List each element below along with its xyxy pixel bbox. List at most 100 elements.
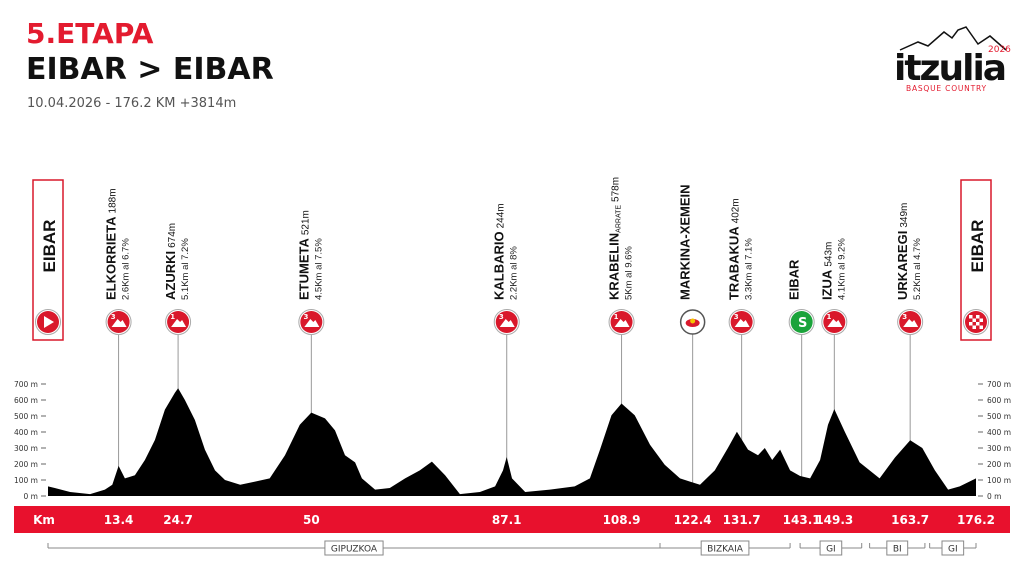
km-bar [14,506,1010,533]
icon-checker [979,325,983,329]
waypoint: EIBAR S [787,259,815,496]
elevation-profile [48,388,976,496]
y-tick-label: 0 m [24,492,38,501]
icon-mountain [734,319,750,327]
waypoint: KALBARIO 244m 2.2Km al 8% 3 [492,203,520,496]
km-label: 163.7 [891,513,929,527]
region-box [886,540,909,556]
climb-category: 3 [734,313,739,321]
logo: itzulia 2026 BASQUE COUNTRY [894,26,1011,93]
region-label: GI [826,545,836,555]
region: BIZKAIA [659,540,791,556]
waypoint-elevation: 578m [611,177,622,202]
region-box [700,540,750,556]
region: GI [799,540,863,556]
waypoint: IZUA 543m 4.1Km al 9.2% 1 [819,238,848,496]
waypoint-label: ETUMETA 521m [296,210,311,300]
waypoint-detail: 4.5Km al 7.5% [313,238,324,300]
waypoint-detail: 2.6Km al 6.7% [121,238,132,300]
y-tick-label: 0 m [987,492,1001,501]
y-tick-label: 300 m [987,444,1011,453]
waypoint: ELKORRIETA 188m 2.6Km al 6.7% 3 [104,188,132,496]
region-label: GI [948,545,958,555]
icon-mountain [903,319,919,327]
climb-category: 3 [303,313,308,321]
waypoint-label: KALBARIO 244m [492,203,507,300]
waypoint-elevation: 521m [300,210,311,235]
waypoint-name: AZURKI [163,251,178,300]
icon-checker [972,318,976,322]
icon [790,311,813,333]
region-box [324,540,384,556]
icon-checker [976,322,980,326]
climb-category: 3 [902,313,907,321]
waypoint-name: EIBAR [787,259,802,300]
km-label: 131.7 [723,513,761,527]
logo-mountains [899,26,1007,51]
waypoint-name: KRABELIN [607,233,622,300]
waypoint-elevation: 349m [899,203,910,228]
waypoint-name: TRABAKUA [727,226,742,300]
y-tick-label: 100 m [14,476,38,485]
icon-mountain [171,319,187,327]
logo-tagline: BASQUE COUNTRY [906,84,987,93]
icon-checker [969,322,973,326]
region-box [819,540,843,556]
icon-checker [969,315,973,319]
km-label: 143.1 [783,513,821,527]
icon-logo-sun [690,318,696,324]
y-tick-label: 400 m [14,428,38,437]
y-tick-label: 700 m [987,380,1011,389]
waypoint: EIBAR [32,179,64,341]
km-label: 24.7 [163,513,193,527]
region-label: BIZKAIA [707,545,744,555]
waypoint-elevation: 244m [496,203,507,228]
icon-mountain [304,319,320,327]
waypoint-name: MARKINA-XEMEIN [678,184,693,300]
waypoint-detail: 5Km al 9.6% [624,246,635,300]
region: GIPUZKOA [47,540,661,556]
logo-name: itzulia [894,48,1005,89]
y-tick-label: 200 m [14,460,38,469]
y-tick-label: 500 m [14,412,38,421]
waypoint: MARKINA-XEMEIN [678,184,706,496]
waypoint-label: URKAREGI 349m [895,203,910,300]
km-label: 108.9 [603,513,641,527]
region: BI [869,540,926,556]
waypoint-name: IZUA [819,269,834,300]
waypoint-label: AZURKI 674m [163,223,178,300]
km-label: 122.4 [674,513,712,527]
icon-mountain [499,319,515,327]
icon-mountain [111,319,127,327]
waypoint-name: ELKORRIETA [104,216,119,300]
icon-checker [979,318,983,322]
icon-checker [972,325,976,329]
y-tick-label: 600 m [14,396,38,405]
climb-category: 3 [499,313,504,321]
waypoint-suffix: ARRATE [616,205,623,233]
icon-mountain [827,319,843,327]
waypoint-label: TRABAKUA 402m [727,198,742,300]
climb-category: 1 [826,313,831,321]
climb-category: 3 [111,313,116,321]
waypoint-label: KRABELINARRATE 578m [607,177,623,300]
region-label: GIPUZKOA [331,545,378,555]
y-tick-label: 700 m [14,380,38,389]
waypoint-name: URKAREGI [895,231,910,300]
waypoint-elevation: 674m [167,223,178,248]
waypoint: TRABAKUA 402m 3.3Km al 7.1% 3 [727,198,755,496]
km-label: 176.2 [957,513,995,527]
waypoint-label: IZUA 543m [819,242,834,300]
waypoint-name: KALBARIO [492,231,507,300]
km-label: 149.3 [815,513,853,527]
sprint-label: S [798,316,807,331]
y-tick-label: 100 m [987,476,1011,485]
climb-category: 1 [170,313,175,321]
y-tick-label: 400 m [987,428,1011,437]
km-unit: Km [33,513,55,527]
waypoint-label: ELKORRIETA 188m [104,188,119,300]
waypoint-detail: 5.1Km al 7.2% [180,238,191,300]
stage-subtitle: 10.04.2026 - 176.2 KM +3814m [27,96,236,111]
waypoint-name: EIBAR [968,220,987,273]
